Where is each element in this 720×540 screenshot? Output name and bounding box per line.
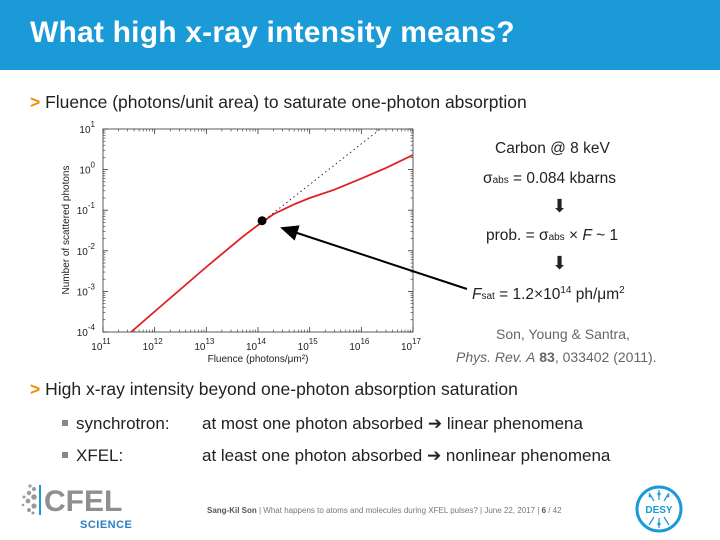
citation-authors: Son, Young & Santra, — [496, 326, 630, 342]
down-arrow-icon: ⬇ — [552, 196, 568, 216]
cfel-logo-text: CFEL — [44, 485, 122, 518]
plot-frame — [102, 128, 414, 333]
cfel-science-logo: CFEL SCIENCE — [21, 484, 132, 531]
probability-eq: prob. = σabs × F ~ 1 — [486, 227, 619, 244]
footer-info: | What happens to atoms and molecules du… — [256, 506, 542, 515]
fsat-value: Fsat = 1.2×1014 ph/μm2 — [472, 285, 625, 304]
y-tick-label: 10-2 — [77, 242, 96, 258]
x-tick-label: 1017 — [401, 337, 422, 353]
x-axis-label: Fluence (photons/μm²) — [208, 354, 309, 365]
y-tick-label: 10-3 — [77, 282, 96, 298]
footer-author: Sang-Kil Son — [207, 506, 257, 515]
linear-extrapolation-line — [257, 129, 382, 226]
bullet-high-intensity-text: High x-ray intensity beyond one-photon a… — [45, 379, 518, 399]
x-tick-label: 1011 — [91, 337, 111, 353]
square-bullet-icon — [62, 451, 68, 458]
bullet-fluence: > Fluence (photons/unit area) to saturat… — [30, 92, 527, 113]
sub-bullet-xfel: XFEL: at least one photon absorbed ➔ non… — [62, 446, 610, 466]
y-tick-label: 100 — [79, 161, 95, 177]
title-bar: What high x-ray intensity means? — [0, 0, 720, 70]
x-tick-label: 1013 — [194, 337, 215, 353]
synchrotron-text: at most one photon absorbed ➔ linear phe… — [202, 414, 583, 433]
bullet-fluence-text: Fluence (photons/unit area) to saturate … — [45, 92, 527, 112]
y-tick-label: 101 — [79, 120, 95, 136]
page-number: 6 — [541, 506, 547, 515]
down-arrow-icon: ⬇ — [552, 253, 568, 273]
bullet-arrow-icon: > — [30, 92, 41, 112]
chart-series — [130, 129, 413, 332]
slide-title: What high x-ray intensity means? — [30, 16, 515, 49]
synchrotron-label: synchrotron: — [76, 414, 170, 433]
bullet-high-intensity: > High x-ray intensity beyond one-photon… — [30, 379, 518, 400]
y-tick-label: 10-4 — [77, 323, 96, 339]
science-logo-text: SCIENCE — [80, 519, 132, 531]
xfel-text: at least one photon absorbed ➔ nonlinear… — [202, 446, 611, 465]
carbon-energy: Carbon @ 8 keV — [495, 140, 610, 157]
x-tick-label: 1012 — [143, 337, 164, 353]
scattered-photons-curve — [130, 154, 413, 332]
citation-reference: Phys. Rev. A 83, 033402 (2011). — [456, 349, 657, 365]
xfel-label: XFEL: — [76, 446, 124, 465]
bullet-arrow-icon: > — [30, 379, 41, 399]
x-tick-labels: 1011 1012 1013 1014 1015 1016 1017 — [91, 337, 421, 353]
x-tick-label: 1014 — [246, 337, 267, 353]
sub-bullet-synchrotron: synchrotron: at most one photon absorbed… — [62, 414, 583, 434]
page-total: / 42 — [546, 506, 562, 515]
y-tick-label: 10-1 — [77, 201, 96, 217]
axis-ticks — [102, 128, 414, 333]
saturation-point-marker — [257, 216, 267, 226]
footer: Sang-Kil Son | What happens to atoms and… — [207, 506, 562, 515]
square-bullet-icon — [62, 419, 68, 426]
x-tick-label: 1015 — [298, 337, 319, 353]
sigma-abs-value: σabs = 0.084 kbarns — [483, 170, 616, 187]
desy-logo-text: DESY — [645, 505, 673, 516]
desy-logo: DESY — [635, 485, 683, 533]
y-axis-label: Number of scattered photons — [61, 166, 72, 295]
y-tick-labels: 10-4 10-3 10-2 10-1 100 101 — [77, 120, 96, 339]
x-tick-label: 1016 — [349, 337, 370, 353]
